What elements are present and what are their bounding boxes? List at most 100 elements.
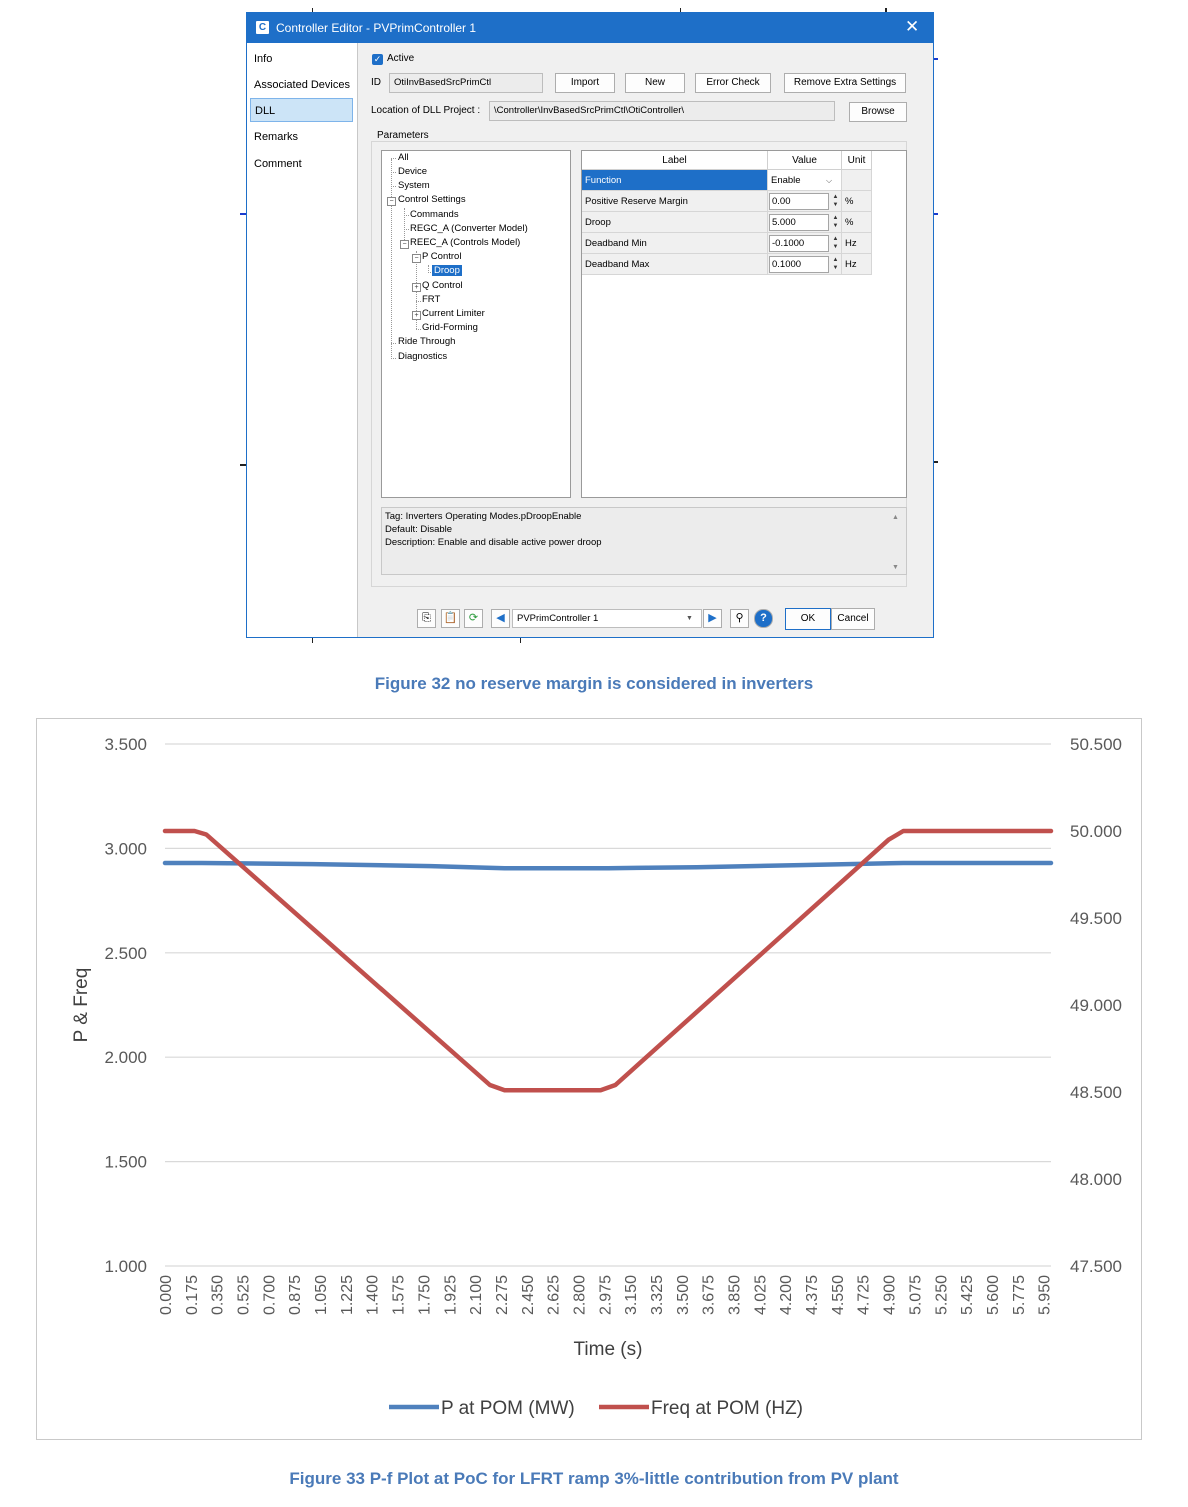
nav-item-remarks[interactable]: Remarks (254, 131, 299, 143)
x-tick-label: 3.150 (623, 1275, 640, 1315)
tree-item-all[interactable]: All (398, 152, 409, 163)
tree-guide (391, 186, 396, 187)
paste-icon[interactable]: 📋 (441, 609, 460, 628)
import-button[interactable]: Import (555, 73, 615, 93)
controller-select[interactable]: PVPrimController 1 ▼ (512, 609, 702, 628)
expand-icon[interactable]: + (412, 311, 421, 320)
spin-arrows-icon[interactable]: ▲ ▼ (832, 194, 839, 208)
x-tick-label: 5.425 (959, 1275, 976, 1315)
x-axis-title: Time (s) (574, 1339, 643, 1360)
tree-guide (428, 265, 429, 273)
nav-item-associated-devices[interactable]: Associated Devices (254, 79, 350, 91)
grid-row-label[interactable]: Deadband Min (582, 233, 768, 254)
grid-row-label[interactable]: Droop (582, 212, 768, 233)
collapse-icon[interactable]: − (387, 197, 396, 206)
tree-guide (391, 158, 396, 159)
nav-item-comment[interactable]: Comment (254, 158, 302, 170)
x-tick-label: 2.625 (546, 1275, 563, 1315)
grid-row-label[interactable]: Deadband Max (582, 254, 768, 275)
spin-arrows-icon[interactable]: ▲ ▼ (832, 215, 839, 229)
app-icon: C (256, 21, 269, 34)
tree-item-control-settings[interactable]: Control Settings (398, 194, 466, 205)
grid-header-label: Label (582, 151, 768, 170)
ok-button[interactable]: OK (785, 608, 831, 630)
parameter-tree: − − − + + All Device System Control Sett… (381, 150, 571, 498)
x-tick-label: 1.925 (442, 1275, 459, 1315)
tree-item-p-control[interactable]: P Control (422, 251, 462, 262)
tree-item-reec-a[interactable]: REEC_A (Controls Model) (410, 237, 521, 248)
background-line (933, 213, 938, 215)
collapse-icon[interactable]: − (412, 254, 421, 263)
tree-item-frt[interactable]: FRT (422, 294, 441, 305)
expand-icon[interactable]: + (412, 283, 421, 292)
y-right-tick-label: 49.000 (1070, 996, 1122, 1015)
cancel-button[interactable]: Cancel (831, 608, 875, 630)
x-tick-label: 0.350 (210, 1275, 227, 1315)
scroll-up-icon[interactable]: ▲ (892, 514, 899, 521)
tree-item-device[interactable]: Device (398, 166, 428, 177)
grid-row-unit: % (842, 212, 872, 233)
next-icon[interactable]: ▶ (703, 609, 722, 628)
deadband-max-field[interactable]: 0.1000 (769, 256, 829, 273)
browse-button[interactable]: Browse (849, 102, 907, 122)
x-tick-label: 4.200 (778, 1275, 795, 1315)
x-tick-label: 0.875 (287, 1275, 304, 1315)
background-line (520, 636, 521, 643)
x-tick-label: 5.075 (907, 1275, 924, 1315)
scroll-down-icon[interactable]: ▼ (892, 564, 899, 571)
tree-item-commands[interactable]: Commands (410, 209, 459, 220)
remove-extra-settings-button[interactable]: Remove Extra Settings (784, 73, 906, 93)
x-tick-label: 2.800 (571, 1275, 588, 1315)
close-icon[interactable]: ✕ (905, 17, 920, 36)
controller-select-value: PVPrimController 1 (517, 613, 599, 624)
spin-arrows-icon[interactable]: ▲ ▼ (832, 236, 839, 250)
x-tick-label: 2.100 (468, 1275, 485, 1315)
grid-row-label[interactable]: Function (582, 170, 768, 191)
tree-guide (404, 208, 405, 244)
copy-icon[interactable]: ⎘ (417, 609, 436, 628)
chevron-down-icon: ⌵ (826, 176, 833, 185)
id-field[interactable]: OtiInvBasedSrcPrimCtl (389, 73, 543, 93)
function-select-value: Enable (771, 175, 801, 186)
y-right-tick-label: 48.500 (1070, 1083, 1122, 1102)
tree-item-ride-through[interactable]: Ride Through (398, 336, 456, 347)
tree-item-current-limiter[interactable]: Current Limiter (422, 308, 485, 319)
spin-arrows-icon[interactable]: ▲ ▼ (832, 257, 839, 271)
nav-item-info[interactable]: Info (254, 53, 273, 65)
grid-row-label[interactable]: Positive Reserve Margin (582, 191, 768, 212)
tree-item-q-control[interactable]: Q Control (422, 280, 463, 291)
tree-guide (391, 159, 392, 359)
active-checkbox[interactable]: ✓ (372, 54, 383, 65)
deadband-min-field[interactable]: -0.1000 (769, 235, 829, 252)
positive-reserve-margin-field[interactable]: 0.00 (769, 193, 829, 210)
nav-item-dll[interactable]: DLL (250, 98, 353, 122)
x-tick-label: 4.025 (752, 1275, 769, 1315)
x-tick-label: 0.700 (261, 1275, 278, 1315)
x-tick-label: 1.575 (391, 1275, 408, 1315)
prev-icon[interactable]: ◀ (491, 609, 510, 628)
tree-item-droop[interactable]: Droop (432, 265, 462, 276)
x-tick-label: 4.375 (804, 1275, 821, 1315)
tree-item-grid-forming[interactable]: Grid-Forming (422, 322, 478, 333)
tree-item-regc-a[interactable]: REGC_A (Converter Model) (410, 223, 528, 234)
find-icon[interactable]: ⚲ (730, 609, 749, 628)
y-left-tick-label: 3.500 (104, 735, 147, 754)
chart-container: 3.500 3.000 2.500 2.000 1.500 1.000 50.500 50.0… (36, 718, 1142, 1440)
error-check-button[interactable]: Error Check (695, 73, 771, 93)
x-tick-label: 3.675 (701, 1275, 718, 1315)
new-button[interactable]: New (625, 73, 685, 93)
x-tick-label: 4.725 (856, 1275, 873, 1315)
background-line (240, 464, 246, 466)
help-icon[interactable]: ? (754, 609, 773, 628)
tree-guide (391, 358, 396, 359)
x-tick-label: 3.850 (727, 1275, 744, 1315)
collapse-icon[interactable]: − (400, 240, 409, 249)
tree-item-system[interactable]: System (398, 180, 430, 191)
droop-field[interactable]: 5.000 (769, 214, 829, 231)
figure-32-caption: Figure 32 no reserve margin is considere… (374, 674, 814, 693)
location-field[interactable]: \Controller\InvBasedSrcPrimCtl\OtiContro… (489, 101, 835, 121)
refresh-icon[interactable]: ⟳ (464, 609, 483, 628)
function-select[interactable]: Enable ⌵ (768, 170, 842, 191)
tree-item-diagnostics[interactable]: Diagnostics (398, 351, 448, 362)
y-right-tick-label: 50.500 (1070, 735, 1122, 754)
